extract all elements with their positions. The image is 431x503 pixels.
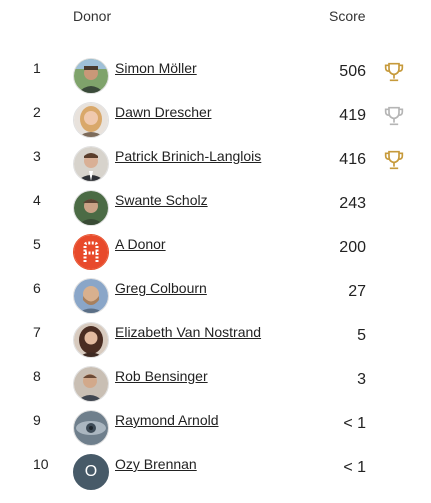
- table-row: 3 Patrick Brinich-Langlois 416: [0, 146, 431, 190]
- donor-name-link[interactable]: Patrick Brinich-Langlois: [115, 148, 262, 164]
- donor-name-link[interactable]: A Donor: [115, 236, 166, 252]
- avatar-initial: O: [84, 463, 98, 480]
- donor-name-link[interactable]: Rob Bensinger: [115, 368, 208, 384]
- score: 416: [339, 151, 366, 168]
- bronze-trophy-icon: [384, 150, 404, 170]
- table-row: 10 O Ozy Brennan < 1: [0, 454, 431, 498]
- table-row: 1 Simon Möller 506: [0, 58, 431, 102]
- score: 5: [357, 327, 366, 344]
- rank: 2: [33, 104, 41, 120]
- table-row: 9 Raymond Arnold < 1: [0, 410, 431, 454]
- header-score: Score: [329, 8, 366, 24]
- header-donor: Donor: [73, 8, 112, 24]
- rank: 9: [33, 412, 41, 428]
- donor-name-link[interactable]: Ozy Brennan: [115, 456, 197, 472]
- donor-name-link[interactable]: Swante Scholz: [115, 192, 208, 208]
- score: 243: [339, 195, 366, 212]
- avatar: [73, 190, 109, 226]
- score: 200: [339, 239, 366, 256]
- table-row: 2 Dawn Drescher 419: [0, 102, 431, 146]
- avatar: [73, 278, 109, 314]
- table-row: 8 Rob Bensinger 3: [0, 366, 431, 410]
- rank: 1: [33, 60, 41, 76]
- rank: 6: [33, 280, 41, 296]
- gold-trophy-icon: [384, 62, 404, 82]
- avatar: [73, 102, 109, 138]
- rank: 3: [33, 148, 41, 164]
- score: 506: [339, 63, 366, 80]
- score: 419: [339, 107, 366, 124]
- rank: 8: [33, 368, 41, 384]
- rank: 5: [33, 236, 41, 252]
- avatar: [73, 366, 109, 402]
- donor-name-link[interactable]: Greg Colbourn: [115, 280, 207, 296]
- rank: 7: [33, 324, 41, 340]
- donor-name-link[interactable]: Elizabeth Van Nostrand: [115, 324, 262, 340]
- score: 3: [357, 371, 366, 388]
- donor-name-link[interactable]: Dawn Drescher: [115, 104, 212, 120]
- avatar: [73, 322, 109, 358]
- table-row: 4 Swante Scholz 243: [0, 190, 431, 234]
- avatar: O: [73, 454, 109, 490]
- table-row: 5 A Donor 200: [0, 234, 431, 278]
- avatar: [73, 58, 109, 94]
- avatar: [73, 410, 109, 446]
- avatar: [73, 234, 109, 270]
- silver-trophy-icon: [384, 106, 404, 126]
- rank: 10: [33, 456, 49, 472]
- donor-name-link[interactable]: Raymond Arnold: [115, 412, 219, 428]
- score: < 1: [343, 459, 366, 476]
- avatar: [73, 146, 109, 182]
- score: < 1: [343, 415, 366, 432]
- donor-name-link[interactable]: Simon Möller: [115, 60, 197, 76]
- rank: 4: [33, 192, 41, 208]
- score: 27: [348, 283, 366, 300]
- table-row: 6 Greg Colbourn 27: [0, 278, 431, 322]
- table-row: 7 Elizabeth Van Nostrand 5: [0, 322, 431, 366]
